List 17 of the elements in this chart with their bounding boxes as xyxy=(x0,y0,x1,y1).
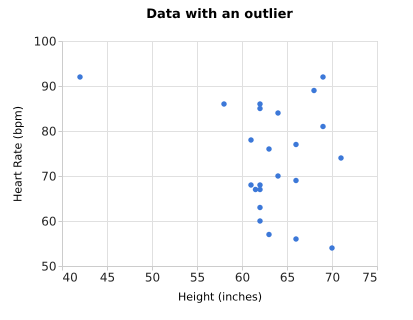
x-tick-label: 70 xyxy=(324,270,340,284)
y-axis-title: Heart Rate (bpm) xyxy=(12,106,25,202)
x-tick-label: 55 xyxy=(190,270,206,284)
x-axis-title: Height (inches) xyxy=(178,290,262,304)
y-tick-label: 90 xyxy=(41,80,56,94)
y-tick-label: 70 xyxy=(41,170,56,184)
x-tick-label: 75 xyxy=(362,270,378,284)
x-tick-label: 45 xyxy=(100,270,116,284)
chart-title: Data with an outlier xyxy=(146,7,294,22)
y-tick-label: 50 xyxy=(41,260,56,274)
x-tick-label: 40 xyxy=(62,270,78,284)
y-tick-label: 100 xyxy=(34,34,56,48)
x-tick-label: 65 xyxy=(280,270,296,284)
y-tick-label: 80 xyxy=(41,124,56,138)
x-tick-label: 60 xyxy=(234,270,250,284)
y-tick-label: 60 xyxy=(41,214,56,228)
x-tick-label: 50 xyxy=(144,270,160,284)
